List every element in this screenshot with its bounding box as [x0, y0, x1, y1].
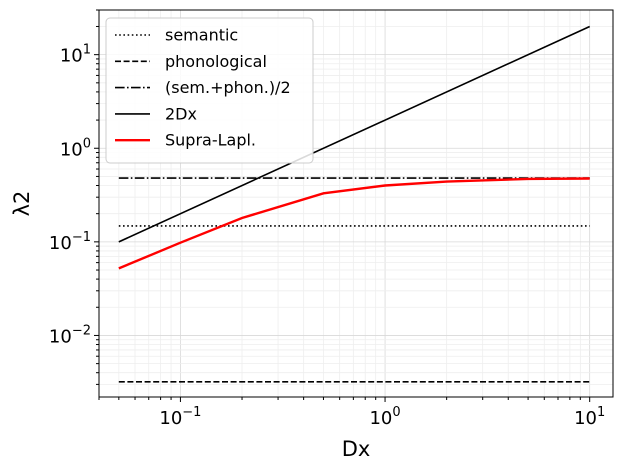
legend-label-3: 2Dx: [165, 104, 197, 123]
legend-label-0: semantic: [165, 26, 238, 45]
legend-label-2: (sem.+phon.)/2: [165, 78, 291, 97]
ticks: 10−1 100 101 10−2 10−1 100 101: [49, 9, 605, 429]
y-axis-label: λ2: [10, 191, 34, 217]
x-axis-label: Dx: [342, 437, 371, 461]
series-line-4: [118, 177, 590, 270]
legend-label-4: Supra-Lapl.: [165, 131, 256, 150]
x-tick-label: 10−1: [159, 405, 201, 429]
legend-label-1: phonological: [165, 52, 267, 71]
plot-frame: [98, 9, 614, 398]
legend-box: [105, 17, 314, 164]
y-tick-label: 10−2: [49, 323, 91, 347]
x-tick-label: 101: [574, 405, 605, 429]
y-tick-label: 100: [60, 136, 91, 160]
y-tick-label: 101: [60, 43, 91, 67]
series-group: [118, 25, 591, 383]
x-tick-label: 100: [369, 405, 400, 429]
series-line-3: [118, 25, 591, 243]
legend: semantic phonological (sem.+phon.)/2 2Dx Sup…: [105, 17, 314, 164]
y-tick-label: 10−1: [49, 230, 91, 254]
